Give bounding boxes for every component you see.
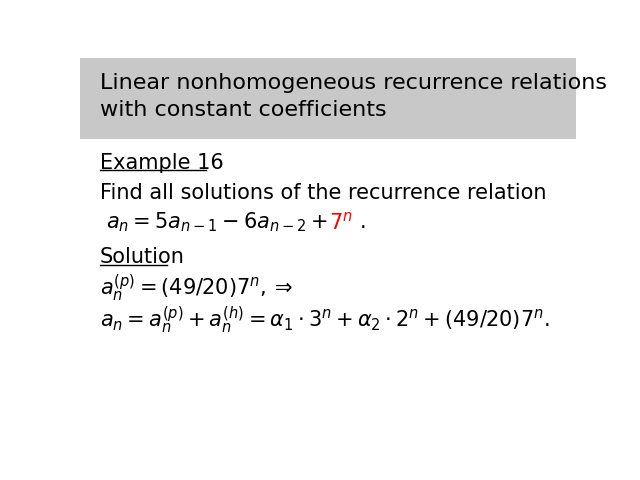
Text: Example 16: Example 16 <box>100 153 223 173</box>
Text: $a_n^{(p)} = (49/20)7^n, \Rightarrow$: $a_n^{(p)} = (49/20)7^n, \Rightarrow$ <box>100 273 293 304</box>
Text: Solution: Solution <box>100 247 185 267</box>
FancyBboxPatch shape <box>80 58 576 139</box>
Text: Find all solutions of the recurrence relation: Find all solutions of the recurrence rel… <box>100 182 547 203</box>
Text: Linear nonhomogeneous recurrence relations
with constant coefficients: Linear nonhomogeneous recurrence relatio… <box>100 73 607 120</box>
Text: $a_n = 5a_{n-1} - 6a_{n-2} + $: $a_n = 5a_{n-1} - 6a_{n-2} + $ <box>106 210 328 234</box>
Text: $a_n = a_n^{(p)} + a_n^{(h)} = \alpha_1 \cdot 3^n + \alpha_2 \cdot 2^n + (49/20): $a_n = a_n^{(p)} + a_n^{(h)} = \alpha_1 … <box>100 304 550 336</box>
Text: $.$: $.$ <box>359 212 365 232</box>
Text: $7^n$: $7^n$ <box>329 211 353 233</box>
